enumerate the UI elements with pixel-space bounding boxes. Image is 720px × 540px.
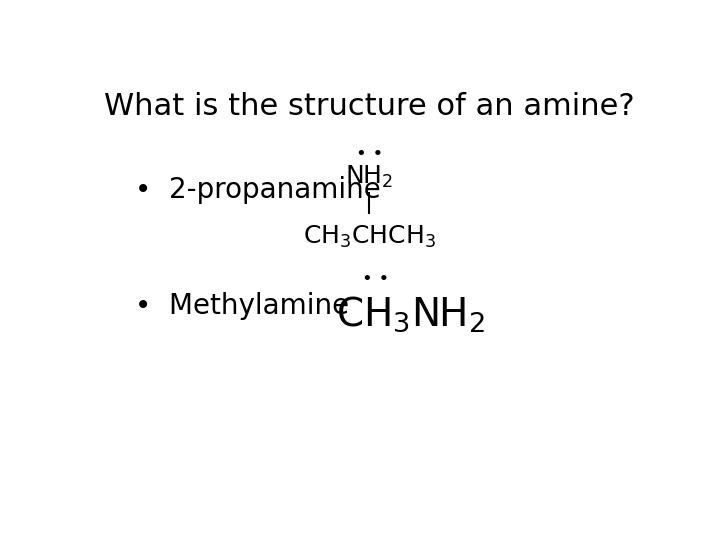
Text: •  Methylamine: • Methylamine <box>135 292 348 320</box>
Text: •  2-propanamine: • 2-propanamine <box>135 176 380 204</box>
Text: NH$_2$: NH$_2$ <box>345 164 393 190</box>
Text: CH$_3$CHCH$_3$: CH$_3$CHCH$_3$ <box>302 224 436 251</box>
Text: CH$_3$NH$_2$: CH$_3$NH$_2$ <box>336 294 485 334</box>
Text: What is the structure of an amine?: What is the structure of an amine? <box>104 92 634 121</box>
Text: • •: • • <box>356 145 384 163</box>
Text: • •: • • <box>362 270 390 288</box>
